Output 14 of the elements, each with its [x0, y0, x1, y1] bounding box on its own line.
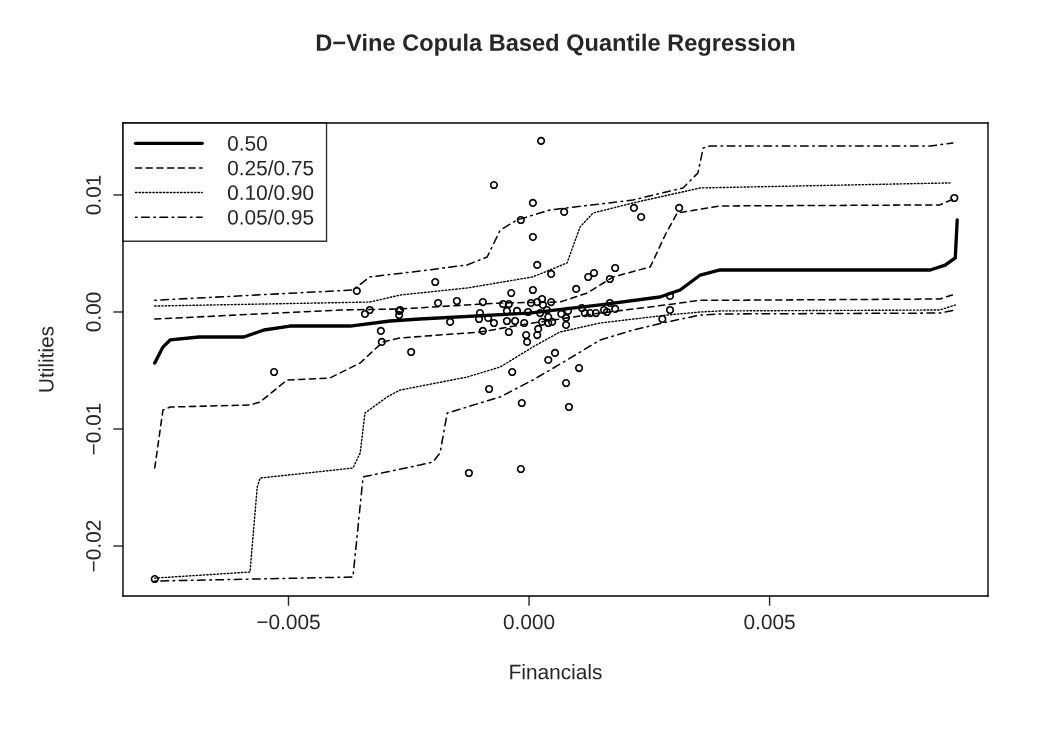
- y-tick-label: −0.02: [86, 520, 101, 572]
- legend-label: 0.25/0.75: [227, 160, 314, 176]
- x-tick-label: 0.000: [503, 614, 555, 630]
- legend-label: 0.05/0.95: [227, 209, 314, 225]
- x-tick-label: 0.005: [744, 614, 795, 630]
- chart-title: D−Vine Copula Based Quantile Regression: [316, 33, 795, 56]
- legend-label: 0.50: [227, 136, 267, 151]
- y-tick-label: 0.01: [86, 175, 101, 215]
- y-tick-label: 0.00: [86, 292, 101, 332]
- y-axis-title: Utilities: [38, 326, 54, 392]
- x-axis-title: Financials: [510, 664, 602, 680]
- legend-label: 0.10/0.90: [227, 184, 314, 201]
- x-tick-label: −0.005: [257, 614, 320, 630]
- y-tick-label: −0.01: [86, 403, 101, 455]
